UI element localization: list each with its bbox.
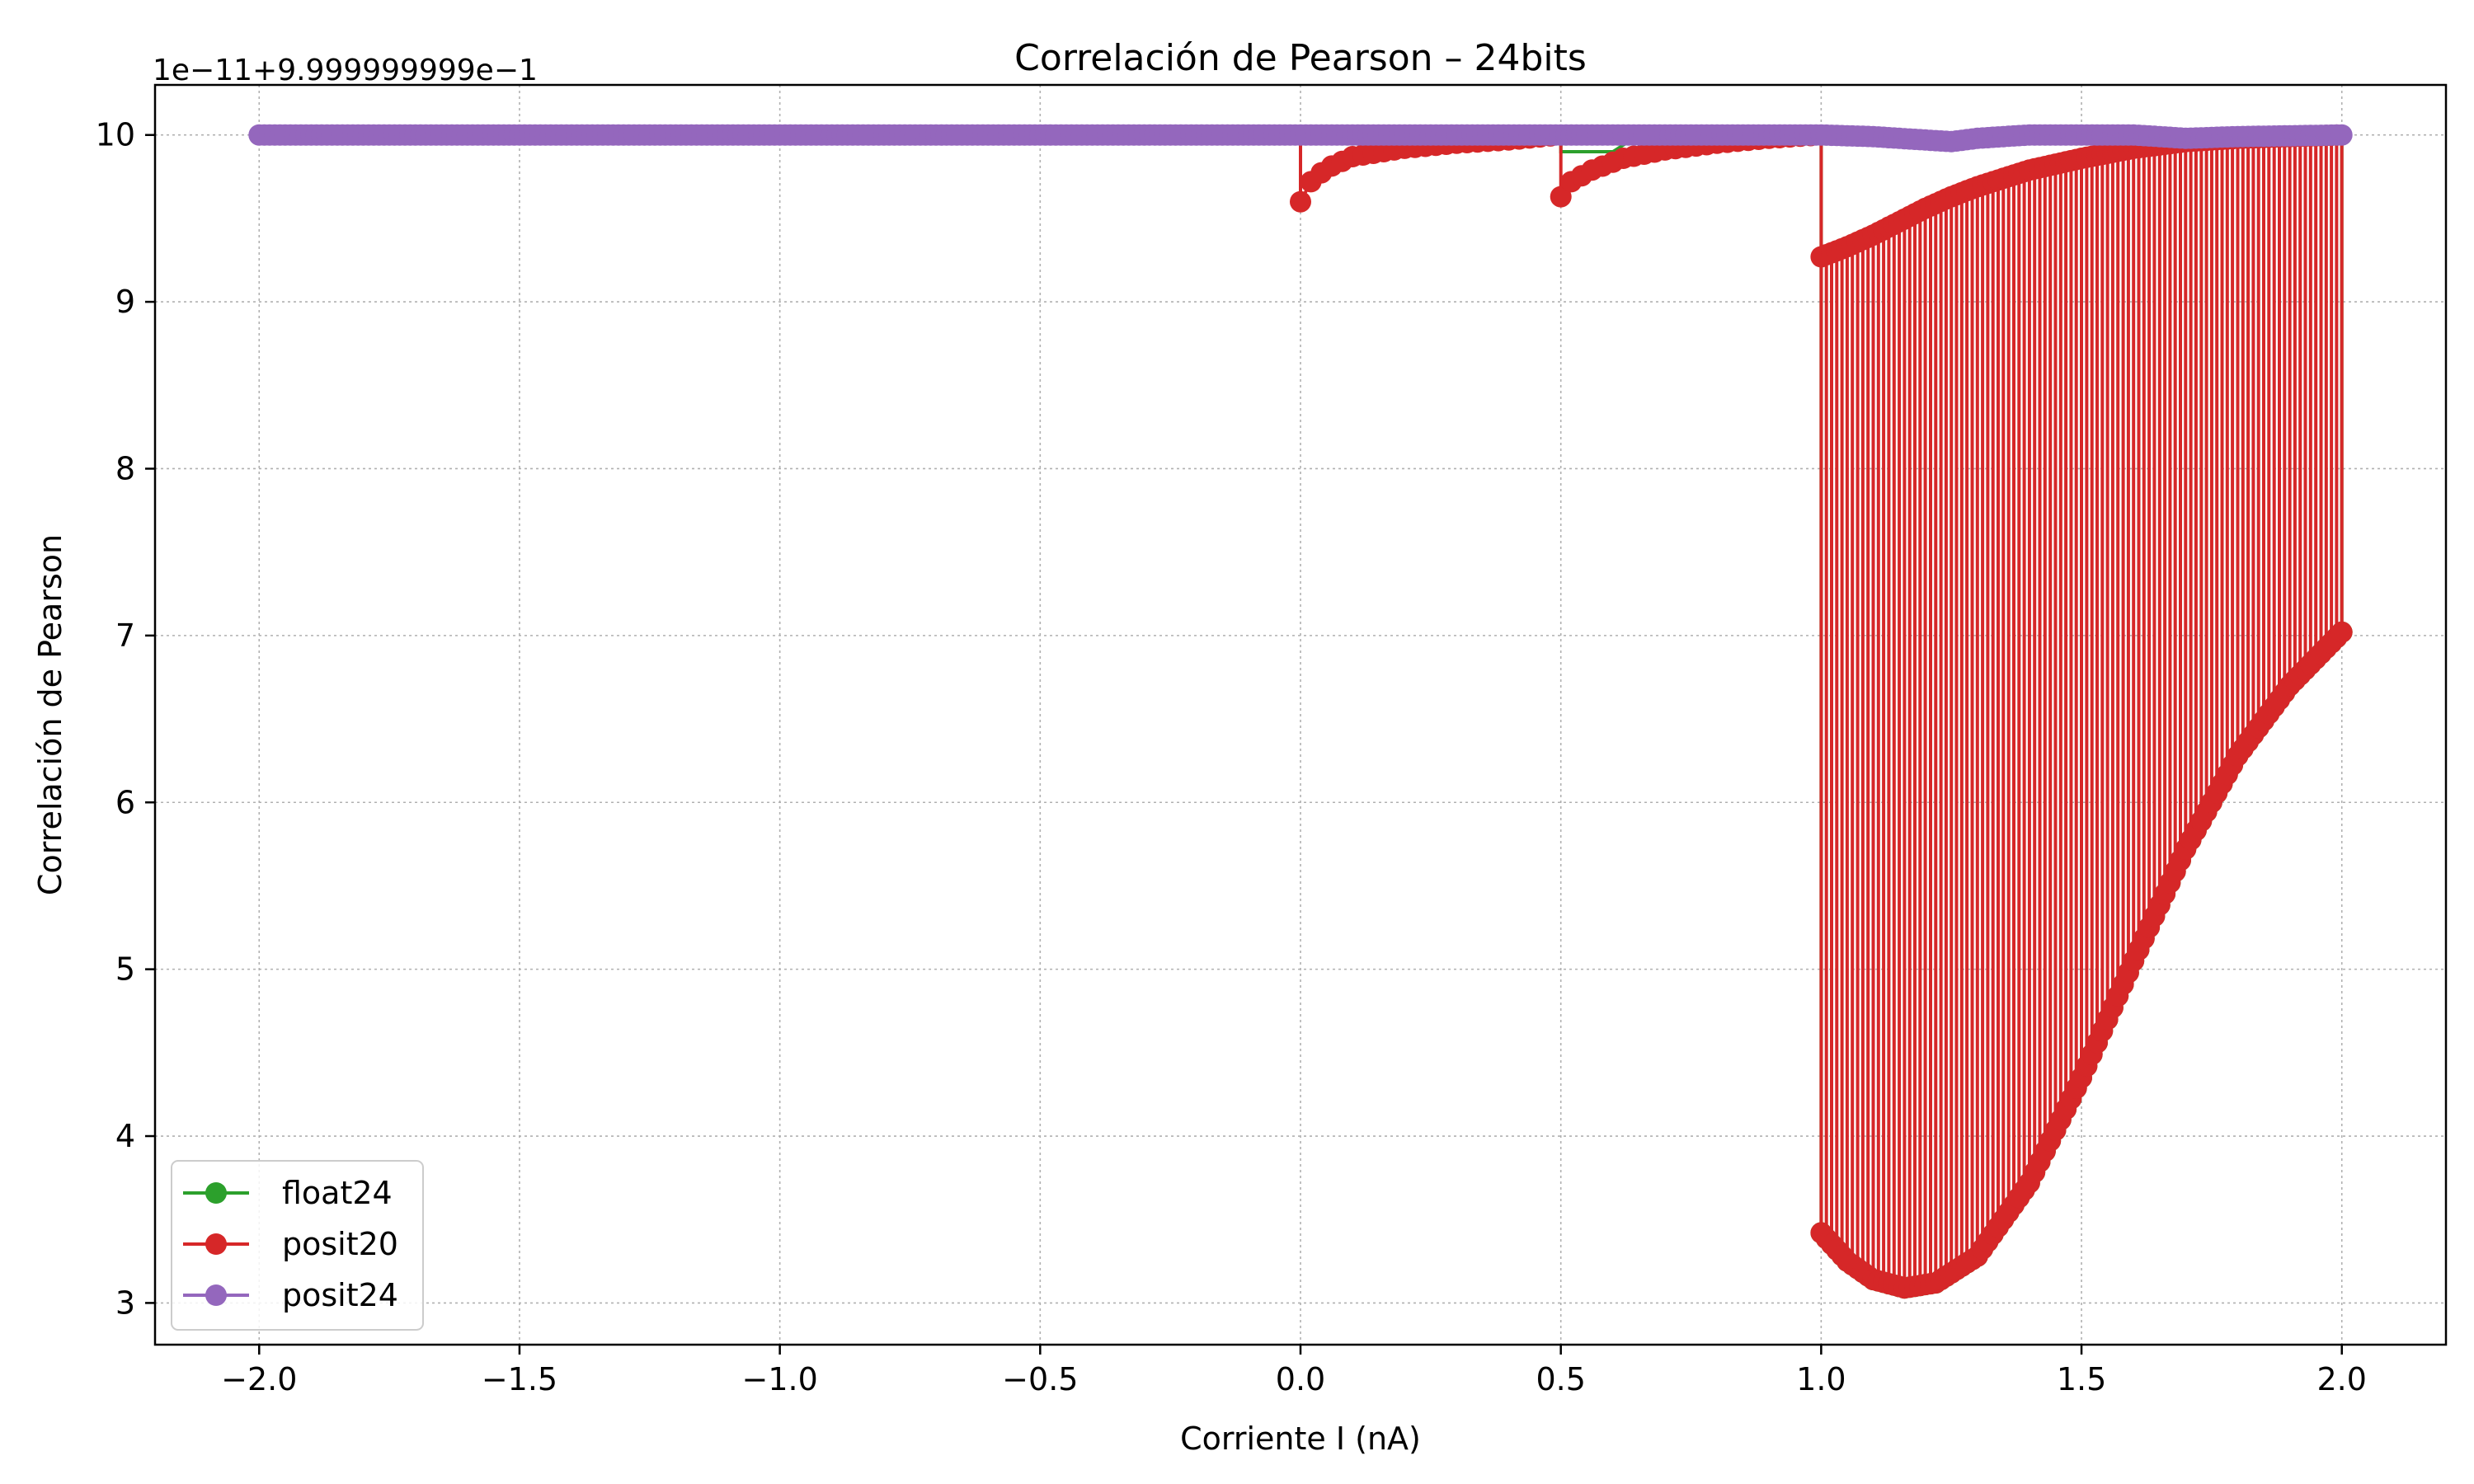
legend-box — [171, 1160, 424, 1331]
x-tick-label: 1.0 — [1796, 1361, 1846, 1397]
x-tick-label: 1.5 — [2057, 1361, 2106, 1397]
series-layer — [248, 124, 2353, 1299]
chart-title: Correlación de Pearson – 24bits — [1014, 37, 1587, 79]
y-tick-label: 5 — [115, 951, 135, 988]
x-tick-label: 2.0 — [2317, 1361, 2367, 1397]
x-tick-label: −2.0 — [221, 1361, 297, 1397]
x-axis: −2.0 −1.5 −1.0 −0.5 0.0 0.5 1.0 1.5 2.0 — [221, 1345, 2367, 1397]
legend-marker — [205, 1233, 227, 1255]
legend-entry-float24: float24 — [183, 1175, 393, 1211]
posit20-point — [1290, 190, 1311, 213]
legend-entry-posit24: posit24 — [183, 1277, 398, 1313]
legend-entry-posit20: posit20 — [183, 1226, 398, 1262]
legend-label: posit24 — [282, 1277, 398, 1313]
x-tick-label: −0.5 — [1002, 1361, 1078, 1397]
x-tick-label: −1.5 — [482, 1361, 557, 1397]
y-tick-label: 3 — [115, 1284, 135, 1321]
posit20-point — [2331, 621, 2353, 643]
legend: float24 posit20 posit24 — [171, 1160, 424, 1331]
x-tick-label: 0.5 — [1536, 1361, 1585, 1397]
y-axis-label: Correlación de Pearson — [32, 534, 68, 895]
x-axis-label: Corriente I (nA) — [1180, 1421, 1421, 1457]
legend-marker — [205, 1284, 227, 1306]
y-tick-label: 6 — [115, 784, 135, 820]
y-tick-label: 8 — [115, 450, 135, 486]
x-tick-label: 0.0 — [1276, 1361, 1325, 1397]
legend-marker — [205, 1182, 227, 1204]
x-tick-label: −1.0 — [741, 1361, 817, 1397]
legend-label: float24 — [282, 1175, 393, 1211]
legend-label: posit20 — [282, 1226, 398, 1262]
posit24-point — [2331, 124, 2353, 146]
y-axis: 3 4 5 6 7 8 9 10 — [96, 117, 155, 1321]
y-offset-label: 1e−11+9.999999999e−1 — [153, 54, 538, 87]
y-tick-label: 7 — [115, 618, 135, 654]
y-tick-label: 4 — [115, 1118, 135, 1154]
series-posit24 — [248, 124, 2353, 153]
posit20-point — [1550, 186, 1572, 208]
y-tick-label: 10 — [96, 117, 135, 153]
y-tick-label: 9 — [115, 284, 135, 320]
